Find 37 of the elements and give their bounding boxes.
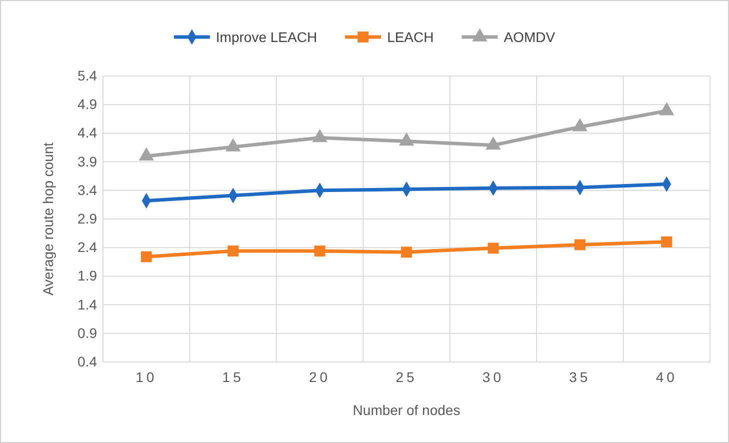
- point: [574, 239, 586, 250]
- legend-label: LEACH: [387, 29, 434, 45]
- legend-label: AOMDV: [504, 29, 556, 45]
- y-axis-title: Average route hop count: [40, 142, 56, 296]
- y-tick-label: 4.9: [78, 96, 98, 112]
- x-tick-label: 10: [136, 368, 158, 385]
- x-tick-label: 15: [222, 368, 244, 385]
- y-tick-label: 4.4: [78, 124, 98, 141]
- x-tick-label: 35: [569, 368, 591, 385]
- point: [140, 251, 152, 262]
- x-tick-label: 40: [656, 368, 678, 385]
- x-tick-label: 25: [396, 368, 418, 385]
- y-tick-label: 3.9: [78, 153, 98, 170]
- y-tick-label: 2.9: [78, 210, 98, 226]
- point: [312, 129, 328, 142]
- point: [488, 242, 499, 254]
- y-tick-label: 1.4: [78, 296, 98, 312]
- point: [661, 236, 672, 248]
- y-tick-label: 1.9: [78, 268, 98, 284]
- y-tick-label: 5.4: [78, 67, 98, 84]
- y-tick-label: 0.9: [78, 324, 98, 341]
- x-tick-label: 20: [308, 368, 331, 385]
- x-tick-label: 30: [482, 368, 504, 385]
- point: [486, 136, 501, 150]
- point: [398, 132, 414, 146]
- y-tick-label: 2.4: [78, 239, 98, 256]
- y-tick-label: 3.4: [78, 182, 98, 198]
- y-tick-label: 0.4: [78, 353, 98, 370]
- point: [659, 102, 674, 116]
- legend-label: Improve LEACH: [216, 29, 318, 45]
- point: [138, 147, 154, 160]
- x-axis-title: Number of nodes: [352, 402, 460, 418]
- point: [225, 138, 241, 152]
- point: [572, 118, 588, 132]
- point: [314, 246, 326, 257]
- point: [228, 246, 239, 257]
- point: [401, 246, 412, 258]
